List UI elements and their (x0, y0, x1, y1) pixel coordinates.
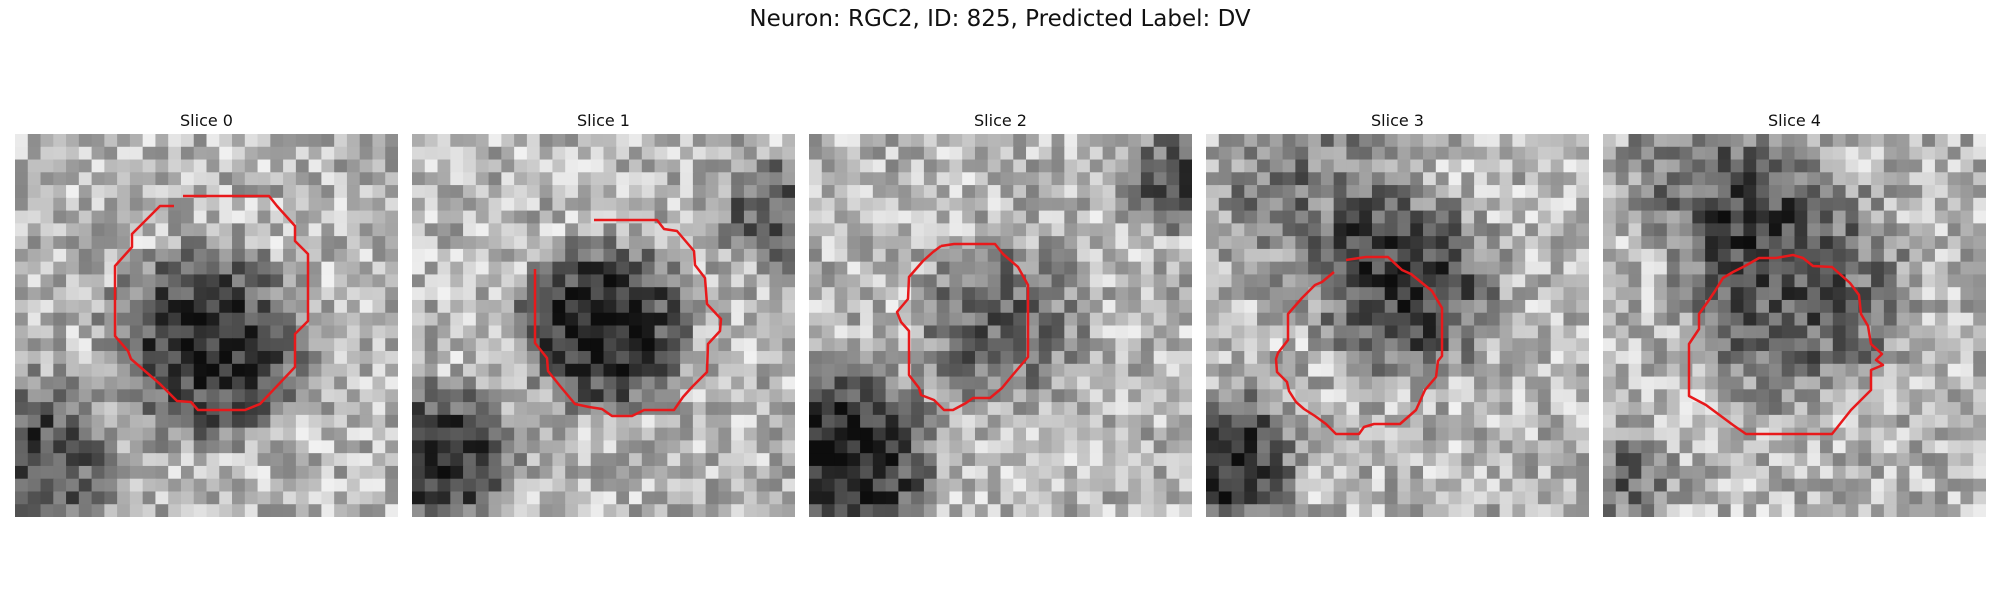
segmentation-contour (1687, 253, 1885, 436)
slice-title: Slice 1 (577, 111, 630, 130)
slice-panel-1: Slice 1 (412, 108, 795, 517)
slice-image (1603, 134, 1986, 517)
grayscale-pixel-grid (1206, 134, 1589, 517)
slice-panel-4: Slice 4 (1603, 108, 1986, 517)
slice-image (809, 134, 1192, 517)
figure-title: Neuron: RGC2, ID: 825, Predicted Label: … (749, 6, 1251, 32)
segmentation-contour (533, 218, 723, 418)
slice-image (412, 134, 795, 517)
slice-title: Slice 3 (1371, 111, 1424, 130)
slice-panel-2: Slice 2 (809, 108, 1192, 517)
grayscale-pixel-grid (1603, 134, 1986, 517)
slice-panel-3: Slice 3 (1206, 108, 1589, 517)
grayscale-pixel-grid (412, 134, 795, 517)
slice-panel-0: Slice 0 (15, 108, 398, 517)
segmentation-contour (113, 194, 310, 412)
grayscale-pixel-grid (809, 134, 1192, 517)
slice-image (15, 134, 398, 517)
slice-title: Slice 0 (180, 111, 233, 130)
slice-title: Slice 2 (974, 111, 1027, 130)
segmentation-contour (895, 242, 1030, 412)
slice-title: Slice 4 (1768, 111, 1821, 130)
segmentation-contour (1274, 255, 1444, 436)
grayscale-pixel-grid (15, 134, 398, 517)
slice-image (1206, 134, 1589, 517)
